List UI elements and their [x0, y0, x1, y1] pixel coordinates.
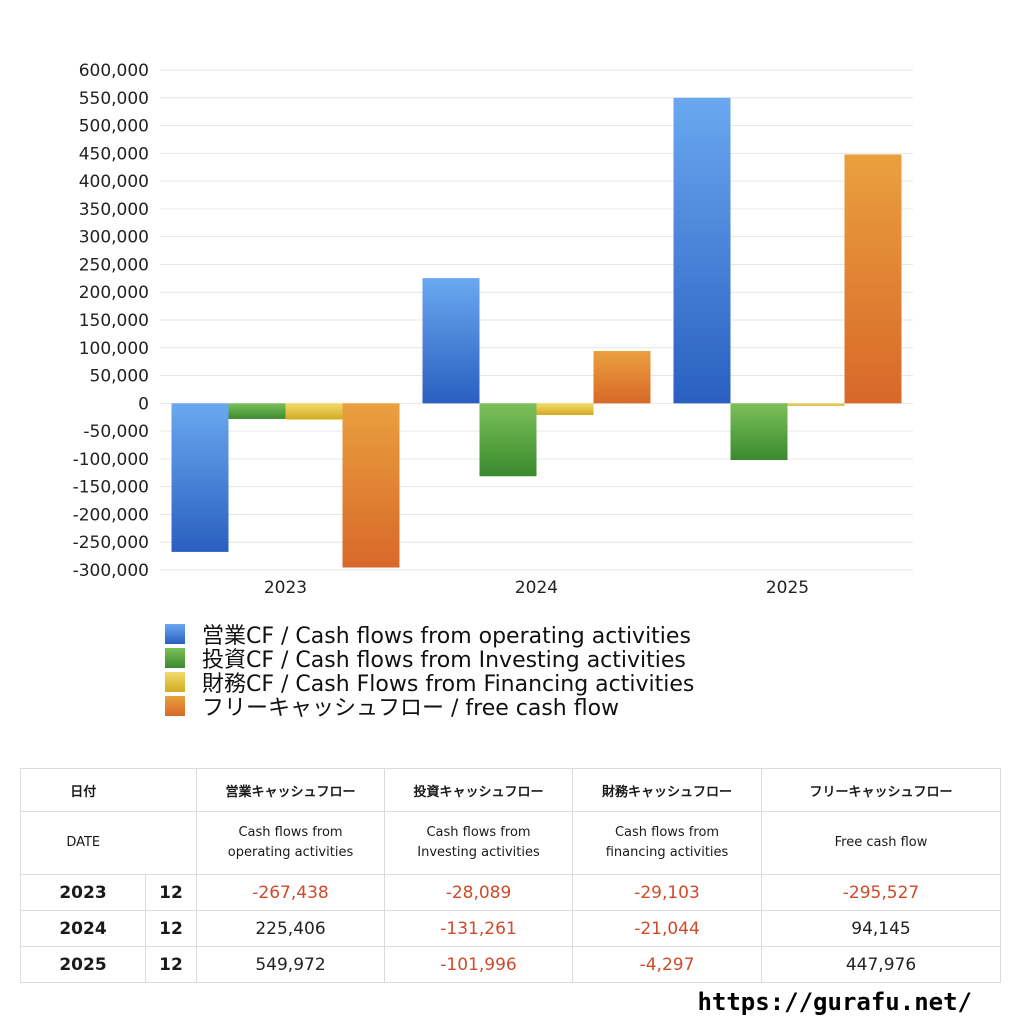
header-date-jp: 日付 — [20, 768, 146, 812]
bar-investing-2025 — [730, 403, 788, 460]
header-operating-en: Cash flows from operating activities — [196, 811, 385, 875]
row-financing: -4,297 — [572, 946, 762, 983]
y-tick-label: 250,000 — [79, 255, 149, 275]
y-tick-label: 0 — [138, 394, 149, 414]
legend-swatch-investing — [165, 648, 185, 668]
bar-free-2024 — [593, 351, 651, 404]
y-axis-ticks: 600,000 550,000 500,000 450,000 400,000 350,0… — [73, 61, 149, 581]
header-month-blank — [145, 768, 197, 812]
header-operating-en-line1: Cash flows from — [238, 825, 343, 840]
bar-financing-2024 — [536, 403, 594, 416]
row-financing: -29,103 — [572, 874, 762, 911]
header-financing-en: Cash flows from financing activities — [572, 811, 762, 875]
y-tick-label: 450,000 — [79, 144, 149, 164]
row-month: 12 — [145, 910, 197, 947]
y-tick-label: -50,000 — [83, 422, 149, 442]
y-tick-label: 350,000 — [79, 200, 149, 220]
row-free: -295,527 — [761, 874, 1001, 911]
x-axis-ticks: 2023 2024 2025 — [264, 578, 809, 598]
x-tick-label: 2024 — [515, 578, 558, 598]
header-investing-en-line2: Investing activities — [417, 845, 540, 860]
bar-operating-2023 — [171, 403, 229, 552]
bar-financing-2023 — [285, 403, 343, 420]
bars — [171, 97, 902, 568]
row-operating: 549,972 — [196, 946, 385, 983]
x-tick-label: 2023 — [264, 578, 307, 598]
y-tick-label: -200,000 — [73, 505, 149, 525]
header-financing-en-line2: financing activities — [605, 845, 729, 860]
row-investing: -131,261 — [384, 910, 573, 947]
header-free-en: Free cash flow — [761, 811, 1001, 875]
legend-label-free: フリーキャッシュフロー / free cash flow — [202, 696, 620, 721]
bar-financing-2025 — [787, 403, 845, 406]
legend-swatch-operating — [165, 624, 185, 644]
header-operating-jp: 営業キャッシュフロー — [196, 768, 385, 812]
header-investing-en-line1: Cash flows from — [426, 825, 531, 840]
y-tick-label: 200,000 — [79, 283, 149, 303]
row-month: 12 — [145, 874, 197, 911]
row-operating: -267,438 — [196, 874, 385, 911]
cash-flow-chart: 600,000 550,000 500,000 450,000 400,000 350,0… — [73, 61, 913, 598]
header-month-blank-en — [145, 811, 197, 875]
header-free-jp: フリーキャッシュフロー — [761, 768, 1001, 812]
y-tick-label: -300,000 — [73, 561, 149, 581]
x-tick-label: 2025 — [766, 578, 809, 598]
y-tick-label: 100,000 — [79, 339, 149, 359]
y-tick-label: 500,000 — [79, 117, 149, 137]
table-header-jp: 日付 営業キャッシュフロー 投資キャッシュフロー 財務キャッシュフロー フリーキ… — [20, 768, 1001, 812]
y-tick-label: 150,000 — [79, 311, 149, 331]
legend: 営業CF / Cash flows from operating activit… — [165, 622, 694, 721]
y-tick-label: 300,000 — [79, 228, 149, 248]
y-tick-label: -150,000 — [73, 478, 149, 498]
bar-investing-2024 — [479, 403, 537, 477]
bar-operating-2024 — [422, 278, 480, 404]
row-financing: -21,044 — [572, 910, 762, 947]
row-operating: 225,406 — [196, 910, 385, 947]
y-tick-label: -250,000 — [73, 533, 149, 553]
header-financing-jp: 財務キャッシュフロー — [572, 768, 762, 812]
y-tick-label: -100,000 — [73, 450, 149, 470]
grid-lines — [160, 69, 913, 571]
legend-swatch-free — [165, 696, 185, 716]
header-date-en: DATE — [20, 811, 146, 875]
row-free: 447,976 — [761, 946, 1001, 983]
row-month: 12 — [145, 946, 197, 983]
table-row: 2024 12 225,406 -131,261 -21,044 94,145 — [20, 910, 1001, 947]
legend-item-operating: 営業CF / Cash flows from operating activit… — [165, 622, 694, 649]
legend-label-investing: 投資CF / Cash flows from Investing activit… — [202, 648, 686, 673]
bar-free-2023 — [342, 403, 400, 568]
header-investing-en: Cash flows from Investing activities — [384, 811, 573, 875]
y-tick-label: 600,000 — [79, 61, 149, 81]
row-investing: -28,089 — [384, 874, 573, 911]
header-financing-en-line1: Cash flows from — [614, 825, 720, 840]
y-tick-label: 400,000 — [79, 172, 149, 192]
header-investing-jp: 投資キャッシュフロー — [384, 768, 573, 812]
cash-flow-table: 日付 営業キャッシュフロー 投資キャッシュフロー 財務キャッシュフロー フリーキ… — [20, 768, 1001, 983]
row-year: 2023 — [20, 874, 146, 911]
y-tick-label: 550,000 — [79, 89, 149, 109]
legend-label-operating: 営業CF / Cash flows from operating activit… — [202, 624, 691, 649]
bar-free-2025 — [844, 154, 902, 404]
y-tick-label: 50,000 — [90, 367, 149, 387]
table-header-en: DATE Cash flows from operating activities… — [20, 811, 1001, 875]
legend-item-investing: 投資CF / Cash flows from Investing activit… — [165, 646, 694, 673]
header-operating-en-line2: operating activities — [227, 845, 354, 860]
legend-swatch-financing — [165, 672, 185, 692]
row-year: 2025 — [20, 946, 146, 983]
site-url[interactable]: https://gurafu.net/ — [697, 988, 972, 1016]
table-row: 2025 12 549,972 -101,996 -4,297 447,976 — [20, 946, 1001, 983]
row-investing: -101,996 — [384, 946, 573, 983]
row-free: 94,145 — [761, 910, 1001, 947]
legend-item-free: フリーキャッシュフロー / free cash flow — [165, 694, 694, 721]
legend-label-financing: 財務CF / Cash Flows from Financing activit… — [202, 672, 695, 697]
bar-investing-2023 — [228, 403, 286, 419]
row-year: 2024 — [20, 910, 146, 947]
bar-operating-2025 — [673, 97, 731, 404]
legend-item-financing: 財務CF / Cash Flows from Financing activit… — [165, 670, 694, 697]
table-row: 2023 12 -267,438 -28,089 -29,103 -295,52… — [20, 874, 1001, 911]
